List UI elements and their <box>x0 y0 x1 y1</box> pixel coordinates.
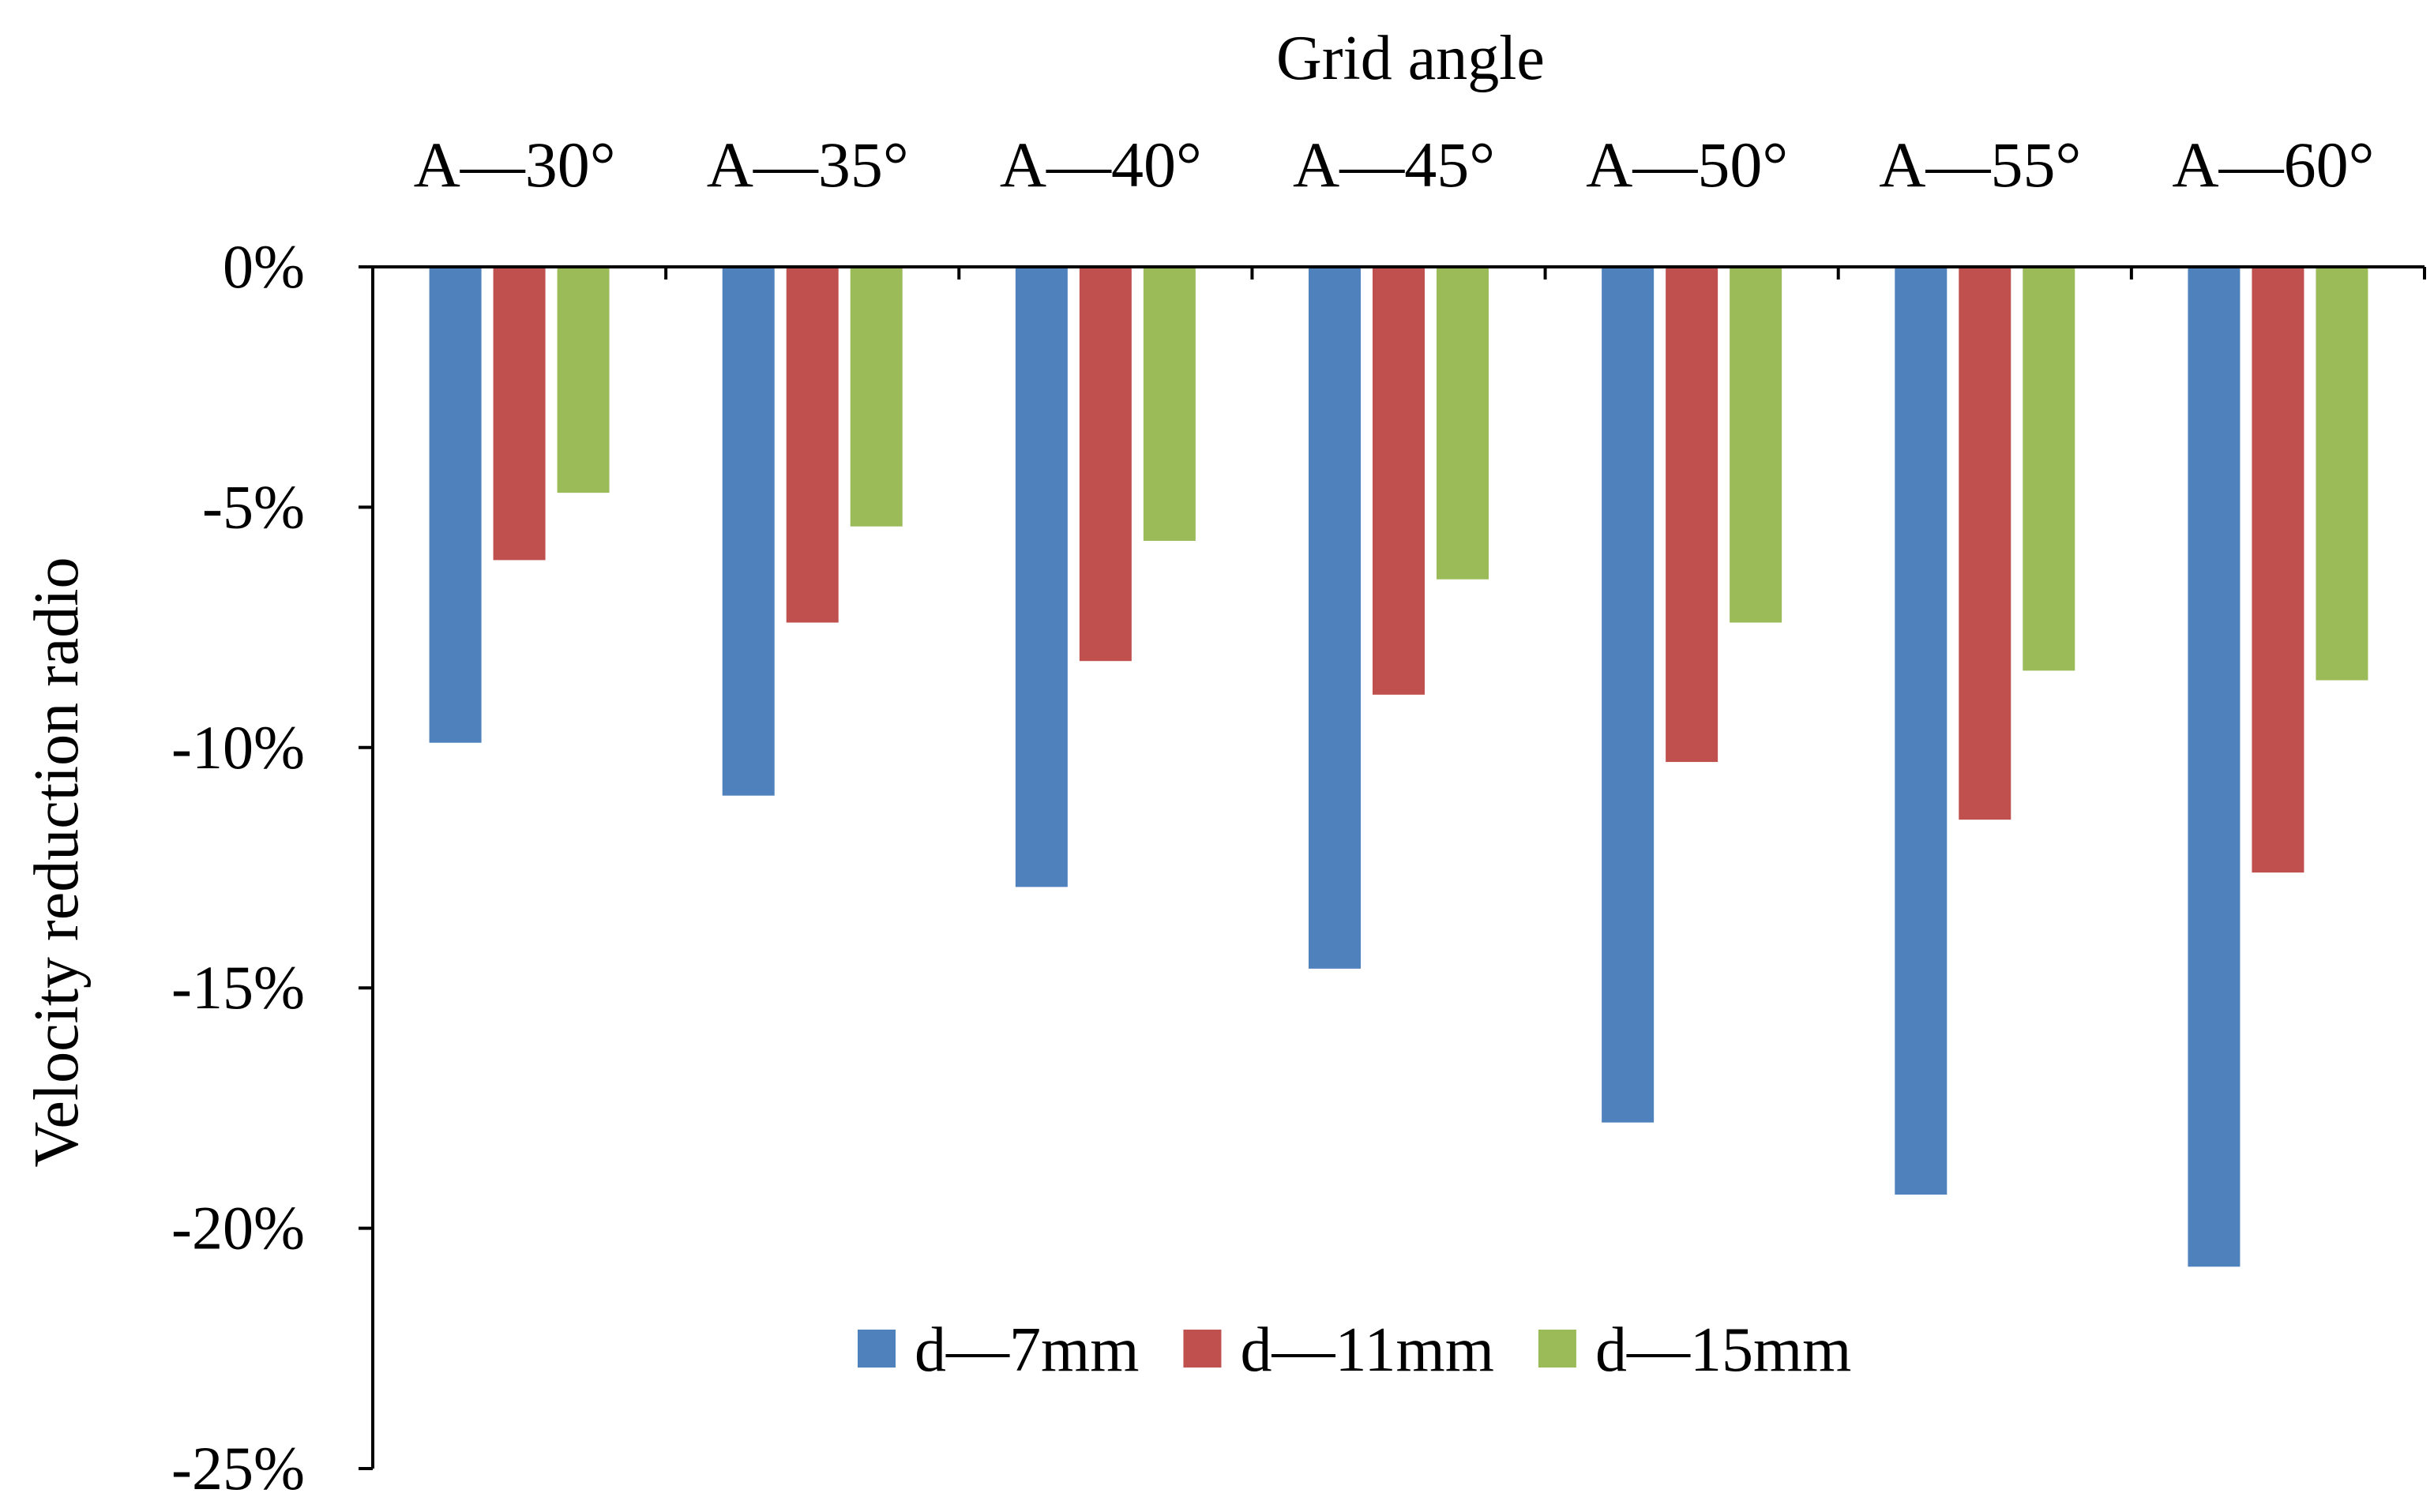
y-tick-label: -10% <box>171 713 305 782</box>
legend-swatch-1 <box>858 1330 896 1368</box>
bar-3-5 <box>1730 267 1782 623</box>
legend-swatch-3 <box>1538 1330 1576 1368</box>
x-tick-label: A—45° <box>1293 129 1495 201</box>
bar-1-6 <box>1895 267 1948 1195</box>
bar-2-6 <box>1959 267 2011 820</box>
legend-swatch-2 <box>1183 1330 1222 1368</box>
x-tick-label: A—30° <box>414 129 616 201</box>
bar-1-7 <box>2188 267 2241 1267</box>
x-tick-label: A—60° <box>2172 129 2374 201</box>
x-tick-label: A—55° <box>1879 129 2081 201</box>
bar-1-1 <box>429 267 482 743</box>
bar-2-3 <box>1079 267 1132 662</box>
legend-label-3: d—15mm <box>1595 1315 1851 1385</box>
y-tick-label: -20% <box>171 1194 305 1263</box>
y-axis-title: Velocity reduction radio <box>22 557 92 1167</box>
bar-2-5 <box>1666 267 1718 763</box>
y-tick-label: -15% <box>171 953 305 1022</box>
bar-1-5 <box>1602 267 1655 1123</box>
bar-2-7 <box>2252 267 2304 873</box>
bar-3-2 <box>850 267 903 527</box>
bar-1-4 <box>1309 267 1361 969</box>
bar-3-6 <box>2023 267 2075 671</box>
y-tick-label: 0% <box>223 232 305 301</box>
bar-1-3 <box>1015 267 1068 887</box>
y-tick-label: -5% <box>202 472 305 541</box>
x-tick-label: A—35° <box>707 129 909 201</box>
bar-3-4 <box>1437 267 1489 580</box>
x-tick-label: A—50° <box>1586 129 1788 201</box>
x-axis-title: Grid angle <box>1276 24 1545 93</box>
bar-2-4 <box>1373 267 1425 695</box>
x-tick-label: A—40° <box>1000 129 1202 201</box>
y-tick-label: -25% <box>171 1434 305 1503</box>
legend-label-2: d—11mm <box>1240 1315 1493 1385</box>
bar-3-3 <box>1143 267 1196 542</box>
legend-label-1: d—7mm <box>915 1315 1139 1385</box>
bar-3-7 <box>2316 267 2368 681</box>
bar-3-1 <box>557 267 610 493</box>
bar-2-2 <box>786 267 839 623</box>
bar-1-2 <box>722 267 775 796</box>
bar-2-1 <box>493 267 546 561</box>
